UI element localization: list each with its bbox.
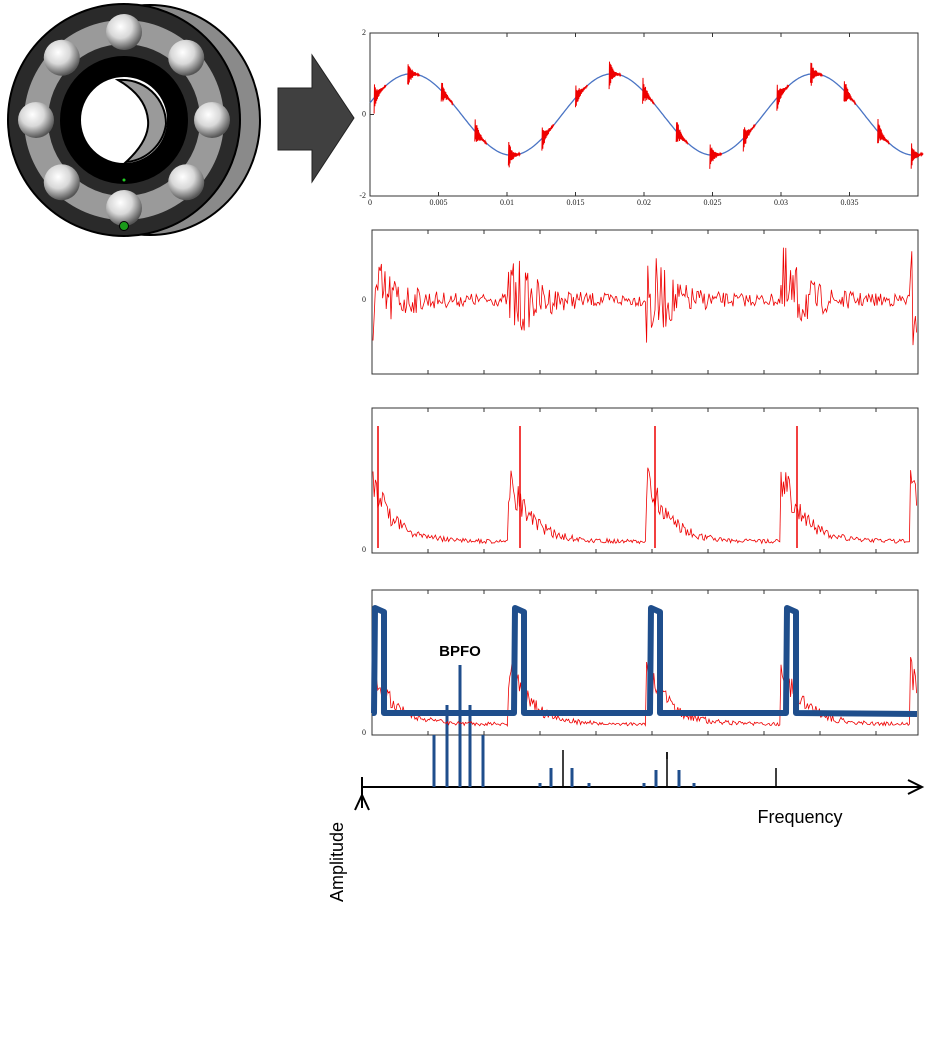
pulse-train xyxy=(371,605,918,717)
burst xyxy=(407,64,421,85)
burst xyxy=(440,82,454,106)
envelope xyxy=(372,657,917,728)
burst xyxy=(608,61,622,90)
signal-frame xyxy=(369,32,919,197)
burst xyxy=(776,84,790,111)
burst xyxy=(709,144,723,169)
burst xyxy=(541,123,555,151)
ball xyxy=(18,102,54,138)
burst xyxy=(742,123,756,152)
y-tick-label: 0 xyxy=(362,295,366,304)
burst xyxy=(810,62,823,86)
ball xyxy=(168,39,205,76)
y-axis-label: Amplitude xyxy=(327,822,347,902)
y-tick-label: 2 xyxy=(362,28,366,37)
x-tick-label: 0.03 xyxy=(774,198,788,207)
x-tick-label: 0.015 xyxy=(567,198,585,207)
ball xyxy=(106,190,142,226)
x-tick-label: 0.02 xyxy=(637,198,651,207)
burst xyxy=(843,81,857,106)
x-tick-label: 0.035 xyxy=(841,198,859,207)
y-tick-label: 0 xyxy=(362,545,366,554)
burst xyxy=(507,141,521,168)
x-tick-label: 0.025 xyxy=(704,198,722,207)
burst xyxy=(474,119,488,146)
y-tick-label: 0 xyxy=(362,109,366,118)
burst xyxy=(675,122,689,145)
spectrum: BPFO Amplitude Frequency xyxy=(327,643,925,902)
x-axis-label: Frequency xyxy=(757,807,842,827)
burst xyxy=(373,84,387,114)
ball xyxy=(168,164,205,201)
burst xyxy=(575,84,588,108)
ball xyxy=(106,14,142,50)
filtered-signal xyxy=(372,247,917,346)
ball xyxy=(194,102,230,138)
x-tick-label: 0 xyxy=(368,198,372,207)
envelope xyxy=(372,467,917,545)
bearing xyxy=(7,3,261,237)
x-tick-label: 0.01 xyxy=(500,198,514,207)
x-tick-label: 0.005 xyxy=(430,198,448,207)
y-tick-label: 0 xyxy=(362,728,366,737)
ball xyxy=(43,164,80,201)
ball xyxy=(43,39,80,76)
y-tick-label: -2 xyxy=(359,191,366,200)
burst xyxy=(910,143,924,169)
burst xyxy=(877,118,890,145)
peak-label: BPFO xyxy=(439,643,481,660)
burst xyxy=(642,77,655,106)
filtered-frame xyxy=(371,229,919,375)
process-arrow xyxy=(277,53,355,184)
envelope-frame xyxy=(371,407,919,554)
